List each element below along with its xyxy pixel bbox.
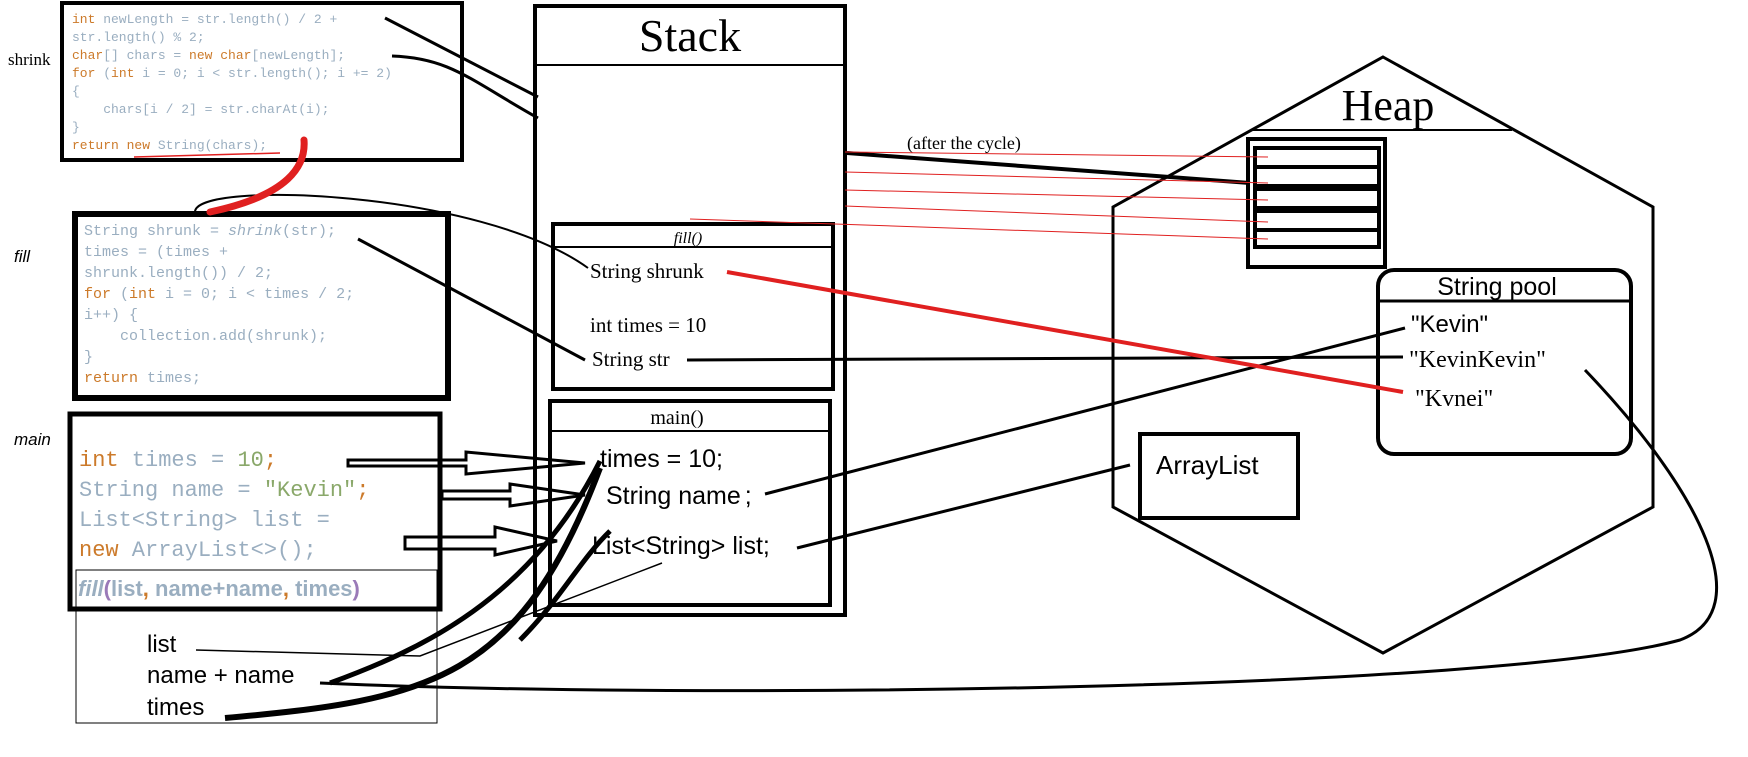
shrink-code: int newLength = str.length() / 2 + str.l…: [72, 12, 392, 153]
stack-box: [533, 4, 847, 617]
string-pool-title: String pool: [1437, 273, 1557, 301]
pool-entry-kevin: "Kevin": [1411, 311, 1488, 338]
shrink-label: shrink: [8, 50, 51, 69]
char-array-box: [1246, 137, 1387, 269]
svg-text:shrunk.length()) / 2;: shrunk.length()) / 2;: [84, 265, 273, 282]
connector-lines: [194, 16, 1718, 721]
char-array-cell: [1253, 228, 1381, 249]
svg-text:return new String(chars);: return new String(chars);: [72, 138, 267, 153]
connector-line: [319, 368, 1718, 693]
main-code: int times = 10; String name = "Kevin"; L…: [79, 448, 369, 563]
main-var-name: String name;: [606, 482, 752, 510]
fill-label: fill: [14, 247, 31, 266]
connector-line: [357, 237, 586, 362]
svg-text:str.length() % 2;: str.length() % 2;: [72, 30, 205, 45]
return-underline: [133, 152, 281, 158]
connector-line: [384, 16, 539, 99]
svg-text:int times = 10;: int times = 10;: [79, 448, 277, 473]
fill-frame: [551, 222, 835, 391]
svg-text:collection.add(shrunk);: collection.add(shrunk);: [84, 328, 327, 345]
svg-text:i++) {: i++) {: [84, 307, 138, 324]
char-array-cell: [1253, 187, 1381, 210]
svg-text:}: }: [84, 349, 93, 366]
svg-text:chars[i / 2] = str.charAt(i);: chars[i / 2] = str.charAt(i);: [72, 102, 329, 117]
main-var-times: times = 10;: [600, 445, 723, 473]
arraylist-box: [1138, 432, 1300, 520]
connector-line: [689, 218, 1269, 240]
connector-line: [726, 270, 1404, 394]
connector-line: [391, 54, 539, 120]
main-code-box: [67, 411, 443, 612]
arrow-list: [403, 525, 558, 557]
connector-line: [846, 151, 1251, 185]
after-cycle-label: (after the cycle): [907, 133, 1021, 154]
connector-line: [796, 463, 1131, 550]
svg-text:for (int i = 0; i < str.length: for (int i = 0; i < str.length(); i += 2…: [72, 66, 392, 81]
char-array-cell: [1253, 146, 1381, 169]
connector-line: [224, 466, 603, 721]
fill-var-times: int times = 10: [590, 313, 706, 337]
fill-call: fill(list, name+name, times): [78, 576, 360, 601]
svg-text:times = (times +: times = (times +: [84, 244, 228, 261]
pool-entry-kvnei: "Kvnei": [1415, 386, 1493, 412]
main-label: main: [14, 430, 51, 449]
main-frame-title: main(): [650, 407, 703, 429]
main-var-list: List<String> list;: [592, 532, 770, 560]
connector-line: [844, 189, 1269, 201]
arg-name-plus-name: name + name: [147, 662, 294, 689]
pool-entry-kevinkevin: "KevinKevin": [1409, 347, 1546, 373]
connector-line: [194, 194, 589, 269]
svg-text:List<String> list =: List<String> list =: [79, 508, 330, 533]
fill-var-str: String str: [592, 347, 670, 371]
svg-text:String name = "Kevin";: String name = "Kevin";: [79, 478, 369, 503]
svg-text:{: {: [72, 84, 80, 99]
fill-code: String shrunk = shrink(str); times = (ti…: [84, 223, 354, 387]
connector-line: [764, 326, 1406, 496]
arrow-name: [440, 482, 586, 508]
shrink-code-box: [60, 1, 464, 162]
connector-line: [844, 151, 1269, 158]
arrow-times: [346, 450, 586, 476]
connector-line: [206, 136, 308, 216]
connector-line: [195, 562, 663, 657]
connector-line: [518, 529, 612, 642]
svg-text:return times;: return times;: [84, 370, 201, 387]
heap-title: Heap: [1342, 81, 1435, 130]
svg-text:for (int i = 0; i < times / 2;: for (int i = 0; i < times / 2;: [84, 286, 354, 303]
args-box: [75, 569, 438, 724]
stack-title: Stack: [639, 10, 741, 61]
connector-line: [844, 205, 1269, 223]
connector-line: [329, 459, 603, 686]
arraylist-label: ArrayList: [1156, 450, 1259, 480]
svg-text:String shrunk = shrink(str);: String shrunk = shrink(str);: [84, 223, 336, 240]
connector-line: [686, 355, 1404, 362]
heap-hexagon: [1111, 55, 1655, 655]
svg-text:char[] chars = new char[newLen: char[] chars = new char[newLength];: [72, 48, 345, 63]
svg-text:new ArrayList<>();: new ArrayList<>();: [79, 538, 317, 563]
svg-text:}: }: [72, 120, 80, 135]
arg-times: times: [147, 694, 204, 721]
string-pool-box: [1376, 268, 1633, 456]
red-connector-lines: [206, 136, 1404, 394]
connector-line: [844, 171, 1269, 184]
main-frame: [548, 399, 832, 607]
arg-list: list: [147, 631, 177, 658]
fill-frame-title: fill(): [674, 230, 702, 247]
fill-code-box: [72, 211, 451, 401]
fill-var-shrunk: String shrunk: [590, 259, 704, 283]
char-array-cell: [1253, 209, 1381, 232]
char-array-cell: [1253, 165, 1381, 188]
svg-text:int newLength = str.length() /: int newLength = str.length() / 2 +: [72, 12, 337, 27]
